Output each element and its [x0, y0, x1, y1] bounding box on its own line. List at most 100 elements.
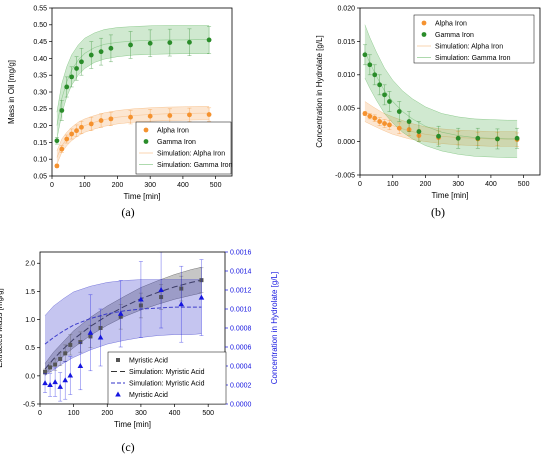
data-point [198, 294, 205, 300]
data-point [68, 342, 73, 347]
data-point [62, 377, 69, 383]
x-tick-label: 400 [485, 181, 497, 188]
data-point [367, 113, 373, 119]
data-point [387, 99, 392, 104]
x-tick-label: 300 [144, 182, 156, 189]
data-point [88, 52, 94, 58]
data-point [362, 111, 368, 116]
data-point [187, 39, 192, 45]
x-tick-label: 400 [169, 410, 181, 417]
simulation-line-2 [44, 306, 202, 345]
panel-label: (b) [431, 205, 445, 219]
y2-tick-label: 0.0000 [230, 401, 252, 408]
band-lower-edge-2 [364, 121, 518, 147]
x-tick-label: 200 [101, 410, 113, 417]
data-point [74, 128, 79, 134]
legend-label: Simulation: Gamma Iron [435, 55, 511, 62]
band-lower-edge-2 [56, 119, 210, 165]
y2-tick-label: 0.0010 [230, 306, 252, 313]
x-tick-label: 0 [38, 410, 42, 417]
y-tick-label: 0.05 [33, 173, 47, 180]
data-point [43, 369, 48, 374]
legend-box [107, 351, 227, 405]
simulation-line-1 [44, 279, 202, 370]
y-tick-label: 0.45 [33, 39, 47, 46]
data-point [52, 379, 58, 385]
y-axis-label: Concentration in Hydrolate [g/L] [315, 35, 324, 148]
legend-swatch [143, 127, 149, 133]
y-tick-label: 0.30 [33, 89, 47, 96]
data-point [87, 329, 94, 335]
band-upper-edge-1 [44, 266, 202, 364]
data-point [147, 113, 153, 119]
band-upper-edge-3 [364, 24, 518, 121]
panel-b: 0 100 200 300 400 500 -0.005 0.000 0.005 0.010 0.0… [315, 5, 541, 219]
y2-tick-label: 0.0006 [230, 344, 252, 351]
legend-label: Simulation: Gamma Iron [157, 162, 233, 169]
legend-swatch [116, 358, 120, 362]
confidence-band-2 [45, 279, 202, 376]
data-point [88, 121, 94, 127]
data-point [117, 310, 124, 316]
confidence-band-3 [364, 24, 518, 158]
data-point [362, 52, 368, 58]
x-tick-label: 100 [68, 410, 80, 417]
plot-area [54, 25, 212, 169]
y-tick-label: 1.0 [25, 317, 35, 324]
data-point [514, 135, 520, 141]
y-tick-label: 0.010 [337, 72, 355, 79]
legend-label: Gamma Iron [157, 139, 196, 146]
confidence-band-2 [364, 101, 518, 147]
y-tick-label: 0.50 [33, 22, 47, 29]
data-point [79, 59, 84, 65]
band-upper-edge-2 [44, 279, 202, 316]
data-point [147, 40, 153, 46]
x-tick-label: 300 [452, 181, 464, 188]
data-point [372, 72, 378, 78]
y2-tick-label: 0.0008 [230, 325, 252, 332]
legend-label: Myristic Acid [129, 392, 168, 399]
data-point [48, 365, 53, 370]
data-point [436, 133, 441, 139]
band-upper-edge-2 [56, 106, 210, 151]
y2-axis-label: Concentration in Hydrolate [g/L] [270, 272, 279, 385]
data-point [406, 119, 412, 124]
y-tick-label: 0.40 [33, 56, 47, 63]
data-point [206, 37, 212, 43]
data-point [54, 163, 60, 169]
legend-swatch [115, 391, 121, 397]
data-point [396, 125, 402, 131]
data-point [377, 119, 383, 124]
y-tick-label: 0.20 [33, 123, 47, 130]
legend: Alpha Iron Gamma Iron Simulation: Alpha Ir… [135, 121, 233, 175]
data-point [372, 115, 378, 121]
legend-swatch [421, 20, 427, 26]
y2-tick-label: 0.0004 [230, 363, 252, 370]
x-tick-label: 500 [210, 182, 222, 189]
data-point [178, 301, 185, 307]
data-point [47, 382, 53, 387]
data-point [59, 108, 65, 113]
data-point [475, 135, 481, 141]
data-point [387, 122, 392, 128]
y-axis-label: Extracted Mass [mg/g] [0, 288, 4, 368]
x-tick-label: 0 [358, 181, 362, 188]
x-tick-label: 0 [50, 182, 54, 189]
legend: Myristic Acid Simulation: Myristic Acid Si… [107, 351, 227, 405]
y-tick-label: 0.020 [337, 5, 355, 12]
y-tick-label: 0.005 [337, 106, 355, 113]
plot-frame [359, 7, 541, 176]
data-point [167, 113, 173, 118]
data-point [98, 118, 104, 123]
x-tick-label: 100 [79, 182, 91, 189]
data-point [69, 74, 75, 80]
y-tick-label: 0.25 [33, 106, 47, 113]
y-tick-label: 0.15 [33, 140, 47, 147]
x-tick-label: 500 [518, 181, 530, 188]
band-upper-edge-2 [364, 101, 518, 132]
data-point [69, 131, 75, 137]
data-point [455, 135, 461, 141]
x-tick-label: 500 [202, 410, 214, 417]
legend-box [135, 121, 232, 175]
data-point [57, 383, 63, 389]
